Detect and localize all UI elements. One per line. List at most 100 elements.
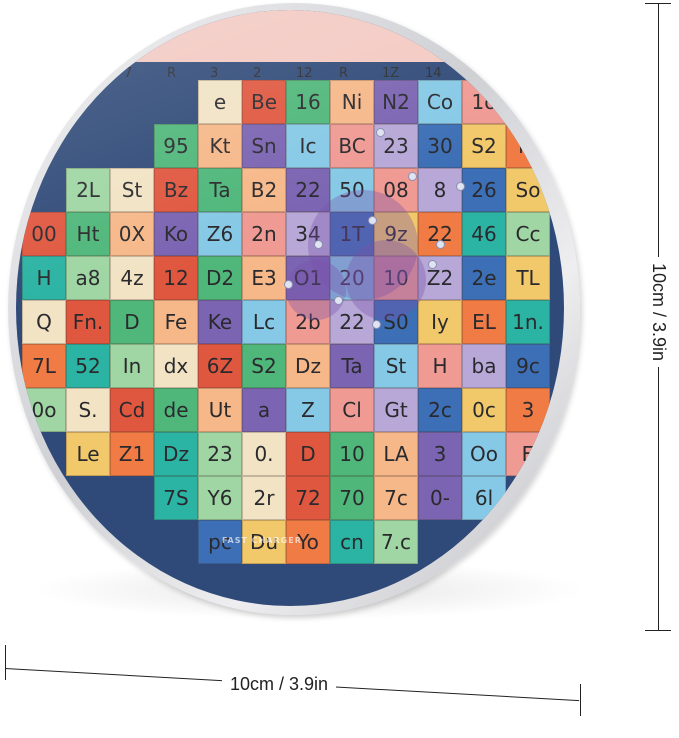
element-symbol: e xyxy=(213,90,227,114)
element-tile: Ni xyxy=(330,80,374,124)
element-symbol: Z1 xyxy=(118,442,146,466)
element-tile: H xyxy=(22,256,66,300)
element-tile: Dz xyxy=(154,432,198,476)
element-symbol: So xyxy=(515,178,541,202)
element-tile: 12 xyxy=(154,256,198,300)
element-symbol: m xyxy=(518,134,538,158)
bubble-dot xyxy=(284,280,293,289)
element-symbol: 10 xyxy=(383,266,409,290)
element-tile: Z2 xyxy=(418,256,462,300)
element-tile: 10 xyxy=(330,432,374,476)
element-symbol: E3 xyxy=(251,266,277,290)
element-symbol: Z2 xyxy=(426,266,454,290)
element-tile: B2 xyxy=(242,168,286,212)
element-tile: 1o xyxy=(462,80,506,124)
element-tile: 6Z xyxy=(198,344,242,388)
element-symbol: 70 xyxy=(339,486,365,510)
element-symbol: 50 xyxy=(339,178,365,202)
element-symbol: Cd xyxy=(118,398,146,422)
element-tile: 23 xyxy=(198,432,242,476)
element-tile: Ke xyxy=(198,300,242,344)
element-tile: 0X xyxy=(110,212,154,256)
element-symbol: Or. xyxy=(558,91,564,113)
element-tile: Yo xyxy=(286,520,330,564)
element-tile: So xyxy=(506,168,550,212)
element-symbol: Du xyxy=(249,530,279,554)
header-label: 1Z xyxy=(382,66,400,81)
element-symbol: 7.c xyxy=(380,530,412,554)
element-tile: 0c xyxy=(462,388,506,432)
element-tile: D2 xyxy=(198,256,242,300)
height-dimension-tick-bottom xyxy=(645,630,671,631)
element-symbol: S. xyxy=(78,398,98,422)
element-tile: Du xyxy=(242,520,286,564)
element-tile: m xyxy=(506,124,550,168)
element-tile: 0. xyxy=(242,432,286,476)
element-tile: 02 xyxy=(506,80,550,124)
element-tile: Cc xyxy=(506,212,550,256)
element-symbol: 02 xyxy=(559,179,564,201)
header-label: 12 xyxy=(296,66,313,81)
element-symbol: 23 xyxy=(383,134,409,158)
element-symbol: 16 xyxy=(295,90,321,114)
element-symbol: Dz xyxy=(295,354,321,378)
element-symbol: EL xyxy=(472,310,496,334)
bubble-dot xyxy=(368,216,377,225)
element-tile: WZ xyxy=(550,124,564,168)
element-symbol: Z6 xyxy=(206,222,234,246)
element-tile: Cd xyxy=(110,388,154,432)
header-label: R xyxy=(339,66,349,81)
element-symbol: 0X xyxy=(118,222,146,246)
element-symbol: 46 xyxy=(471,222,497,246)
element-symbol: Ni xyxy=(341,90,363,114)
element-tile: Dz xyxy=(286,344,330,388)
element-symbol: Bz xyxy=(163,178,189,202)
element-tile: D xyxy=(286,432,330,476)
element-tile: LA xyxy=(374,432,418,476)
element-tile: 2n xyxy=(242,212,286,256)
element-symbol: E xyxy=(521,442,535,466)
element-tile: pc xyxy=(198,520,242,564)
element-symbol: WZ xyxy=(555,135,564,157)
element-tile: 20 xyxy=(330,256,374,300)
element-tile: 7.c xyxy=(374,520,418,564)
element-symbol: TL xyxy=(516,266,540,290)
element-tile: E3 xyxy=(242,256,286,300)
element-symbol: a8 xyxy=(75,266,101,290)
element-symbol: 22 xyxy=(427,222,453,246)
element-tile: S2 xyxy=(242,344,286,388)
element-tile: E xyxy=(506,432,550,476)
element-symbol: S2 xyxy=(251,354,277,378)
element-symbol: Oo xyxy=(470,442,498,466)
element-tile: Ht xyxy=(66,212,110,256)
element-tile: 50 xyxy=(330,168,374,212)
element-symbol: 52 xyxy=(75,354,101,378)
element-tile: 95 xyxy=(154,124,198,168)
element-symbol: 2e xyxy=(471,266,497,290)
element-symbol: 6l xyxy=(474,486,494,510)
element-symbol: Fe xyxy=(164,310,188,334)
element-symbol: 22 xyxy=(339,310,365,334)
element-symbol: Cl xyxy=(342,398,362,422)
header-label: 3 xyxy=(210,66,219,81)
element-tile: 02 xyxy=(550,168,564,212)
element-symbol: 7S xyxy=(163,486,189,510)
element-tile: 3 xyxy=(506,388,550,432)
element-symbol: 2L xyxy=(76,178,100,202)
element-symbol: 00 xyxy=(31,222,57,246)
element-symbol: Y6 xyxy=(207,486,233,510)
element-symbol: Fn. xyxy=(72,310,104,334)
element-symbol: Co xyxy=(426,90,454,114)
element-symbol: Dz xyxy=(163,442,189,466)
element-tile: Ut xyxy=(198,388,242,432)
element-tile: 9c xyxy=(506,344,550,388)
height-dimension-label: 10cm / 3.9in xyxy=(645,257,669,367)
element-symbol: S2 xyxy=(471,134,497,158)
element-tile: 46 xyxy=(462,212,506,256)
element-tile: 2L xyxy=(66,168,110,212)
element-tile: 2e xyxy=(462,256,506,300)
element-tile: 70 xyxy=(330,476,374,520)
element-tile: Ic xyxy=(286,124,330,168)
element-tile: D xyxy=(110,300,154,344)
